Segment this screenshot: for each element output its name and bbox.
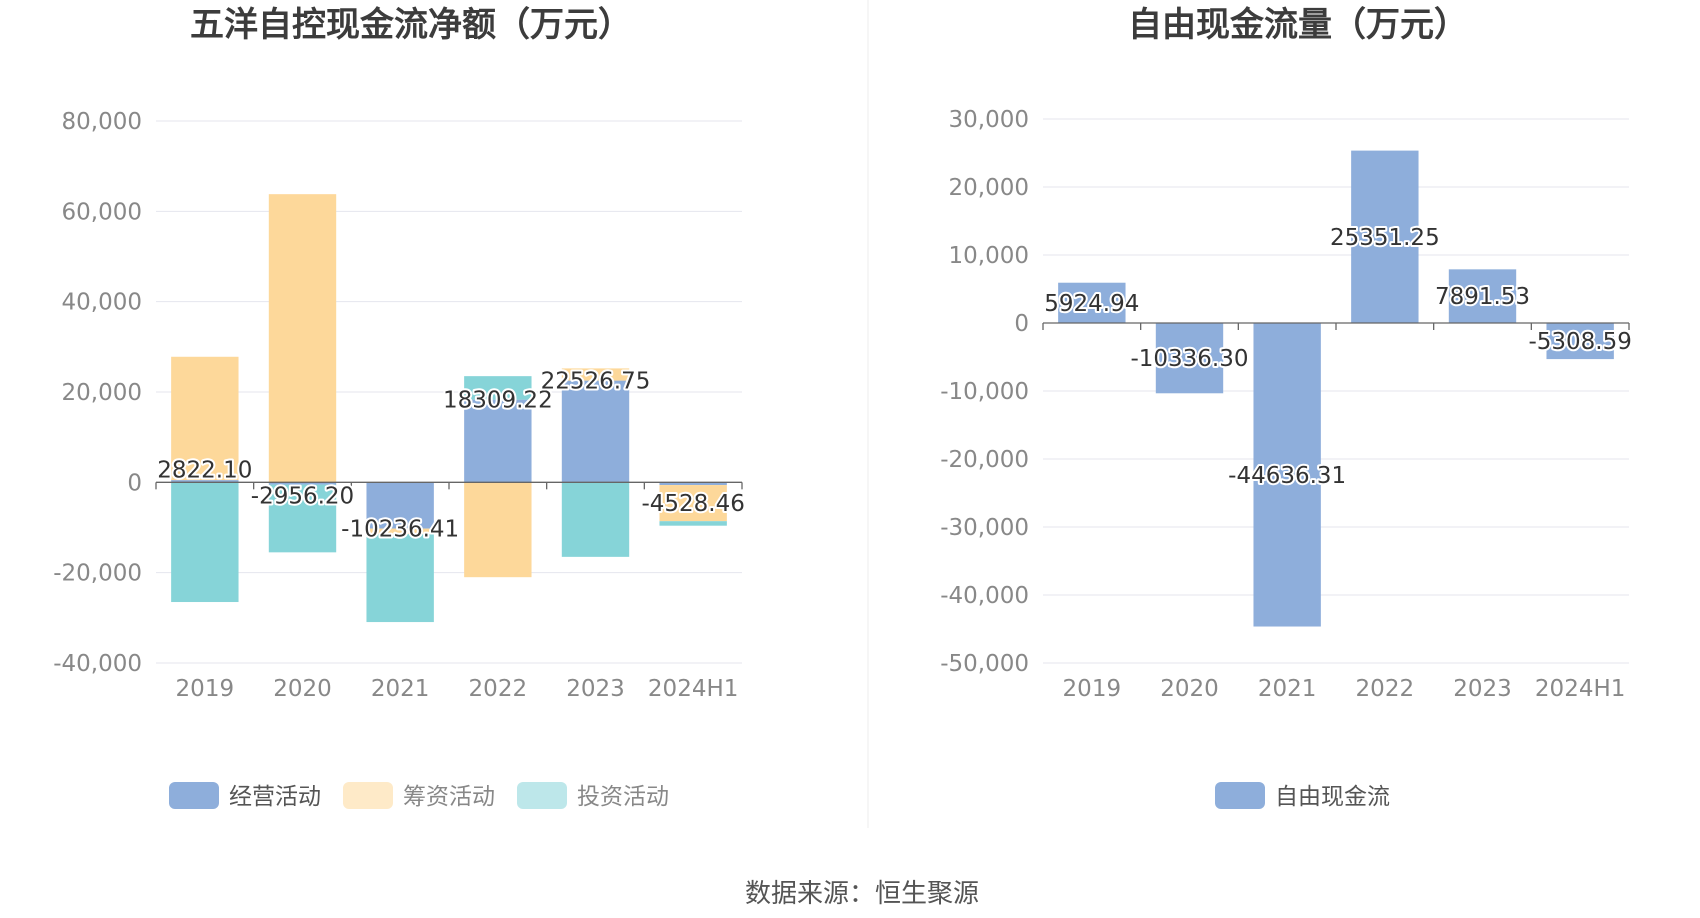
legend-label: 投资活动	[577, 784, 669, 810]
free-cash-flow-x-tick-labels: 2019 2020 2021 2022 2023 2024H1	[1063, 676, 1626, 702]
cashflow-net-chart-title: 五洋自控现金流净额（万元）	[190, 5, 632, 45]
x-tick-label: 2024H1	[1535, 676, 1625, 702]
bar-经营活动-2023[interactable]	[561, 380, 630, 483]
legend-swatch	[1215, 782, 1265, 809]
legend-swatch	[517, 782, 567, 809]
legend-swatch	[169, 782, 219, 809]
legend-item-筹资活动[interactable]: 筹资活动	[343, 782, 495, 810]
free-cash-flow-legend[interactable]: 自由现金流	[1215, 782, 1390, 810]
legend-label: 筹资活动	[403, 784, 495, 810]
cashflow-net-bars	[171, 194, 727, 623]
bar-经营活动-2019[interactable]	[171, 480, 239, 483]
y-tick-label: 20,000	[62, 380, 142, 406]
data-label: 22526.75	[541, 369, 651, 395]
y-tick-label: -40,000	[53, 651, 142, 677]
bar-自由现金流-2021[interactable]	[1253, 323, 1321, 627]
free-cash-flow-bars	[1058, 150, 1614, 627]
cashflow-net-x-tick-labels: 2019 2020 2021 2022 2023 2024H1	[176, 676, 739, 702]
y-tick-label: 0	[1014, 311, 1029, 337]
bar-投资活动-2020[interactable]	[268, 484, 337, 553]
x-tick-label: 2022	[1356, 676, 1415, 702]
free-cash-flow-chart-title: 自由现金流量（万元）	[1128, 5, 1468, 45]
data-label: 25351.25	[1330, 225, 1440, 251]
bar-经营活动-2021[interactable]	[366, 482, 434, 529]
x-tick-label: 2023	[566, 676, 625, 702]
x-tick-label: 2020	[1160, 676, 1219, 702]
bar-投资活动-2023[interactable]	[561, 482, 630, 557]
x-tick-label: 2019	[1063, 676, 1122, 702]
data-label: 2822.10	[157, 458, 252, 484]
bar-自由现金流-2023[interactable]	[1448, 269, 1517, 323]
bar-投资活动-2022[interactable]	[464, 376, 532, 400]
data-label: -4528.46	[641, 491, 744, 517]
y-tick-label: -20,000	[940, 447, 1029, 473]
y-tick-label: -40,000	[940, 583, 1029, 609]
data-label: 7891.53	[1435, 284, 1530, 310]
y-tick-label: 0	[127, 470, 142, 496]
x-tick-label: 2021	[1258, 676, 1317, 702]
bar-投资活动-2024H1[interactable]	[659, 521, 727, 526]
cashflow-net-gridlines	[156, 120, 742, 664]
legend-item-经营活动[interactable]: 经营活动	[169, 782, 321, 810]
bar-经营活动-2020[interactable]	[268, 482, 337, 485]
y-tick-label: 40,000	[62, 290, 142, 316]
free-cash-flow-zero-axis	[1042, 322, 1630, 330]
data-label: -44636.31	[1228, 463, 1346, 489]
data-label: -10336.30	[1130, 346, 1248, 372]
bar-投资活动-2019[interactable]	[171, 482, 239, 603]
cashflow-net-legend[interactable]: 经营活动 筹资活动 投资活动	[169, 782, 669, 810]
bar-经营活动-2024H1[interactable]	[659, 482, 727, 486]
y-tick-label: -10,000	[940, 379, 1029, 405]
y-tick-label: 10,000	[949, 243, 1029, 269]
data-label: -2956.20	[251, 484, 354, 510]
legend-item-投资活动[interactable]: 投资活动	[517, 782, 669, 810]
cashflow-net-data-labels: 2822.10-2956.20 -10236.41 18309.2222526.75…	[155, 367, 747, 545]
free-cash-flow-chart: 自由现金流量（万元） 30,000 20,000 10,000 0 -10,000 -20…	[940, 5, 1634, 810]
cashflow-net-zero-axis	[155, 481, 743, 490]
y-tick-label: -30,000	[940, 515, 1029, 541]
legend-swatch	[343, 782, 393, 809]
legend-label: 自由现金流	[1275, 784, 1390, 810]
bar-筹资活动-2022[interactable]	[464, 482, 532, 578]
free-cash-flow-gridlines	[1043, 118, 1629, 664]
free-cash-flow-y-tick-labels: 30,000 20,000 10,000 0 -10,000 -20,000 -30,000…	[940, 107, 1029, 677]
bar-投资活动-2021[interactable]	[366, 533, 434, 623]
y-tick-label: -50,000	[940, 651, 1029, 677]
bar-自由现金流-2019[interactable]	[1058, 282, 1126, 323]
data-label: -5308.59	[1528, 329, 1631, 355]
data-label: -10236.41	[341, 517, 459, 543]
y-tick-label: 20,000	[949, 175, 1029, 201]
data-label: 18309.22	[443, 388, 553, 414]
bar-经营活动-2022[interactable]	[464, 399, 532, 483]
bar-筹资活动-2019[interactable]	[171, 356, 239, 481]
data-source-text: 数据来源：恒生聚源	[745, 879, 979, 909]
bar-自由现金流-2024H1[interactable]	[1546, 323, 1614, 360]
x-tick-label: 2023	[1453, 676, 1512, 702]
legend-label: 经营活动	[229, 784, 321, 810]
bar-筹资活动-2024H1[interactable]	[659, 485, 727, 522]
x-tick-label: 2022	[469, 676, 528, 702]
cashflow-net-chart: 五洋自控现金流净额（万元） 80,000 60,000 40,000 20,000 0 -…	[53, 5, 747, 810]
bar-筹资活动-2023[interactable]	[561, 368, 630, 381]
legend-item-自由现金流[interactable]: 自由现金流	[1215, 782, 1390, 810]
x-tick-label: 2021	[371, 676, 430, 702]
bar-自由现金流-2020[interactable]	[1155, 323, 1224, 394]
y-tick-label: -20,000	[53, 561, 142, 587]
x-tick-label: 2019	[176, 676, 235, 702]
bar-自由现金流-2022[interactable]	[1351, 150, 1419, 323]
bar-筹资活动-2021[interactable]	[366, 528, 434, 534]
y-tick-label: 60,000	[62, 199, 142, 225]
y-tick-label: 80,000	[62, 109, 142, 135]
x-tick-label: 2024H1	[648, 676, 738, 702]
free-cash-flow-data-labels: 5924.94 -10336.30 -44636.31 25351.25 7891.53…	[1042, 223, 1634, 491]
y-tick-label: 30,000	[949, 107, 1029, 133]
cashflow-net-y-tick-labels: 80,000 60,000 40,000 20,000 0 -20,000 -40,000	[53, 109, 142, 677]
data-label: 5924.94	[1044, 291, 1139, 317]
bar-筹资活动-2020[interactable]	[268, 194, 337, 483]
x-tick-label: 2020	[273, 676, 332, 702]
